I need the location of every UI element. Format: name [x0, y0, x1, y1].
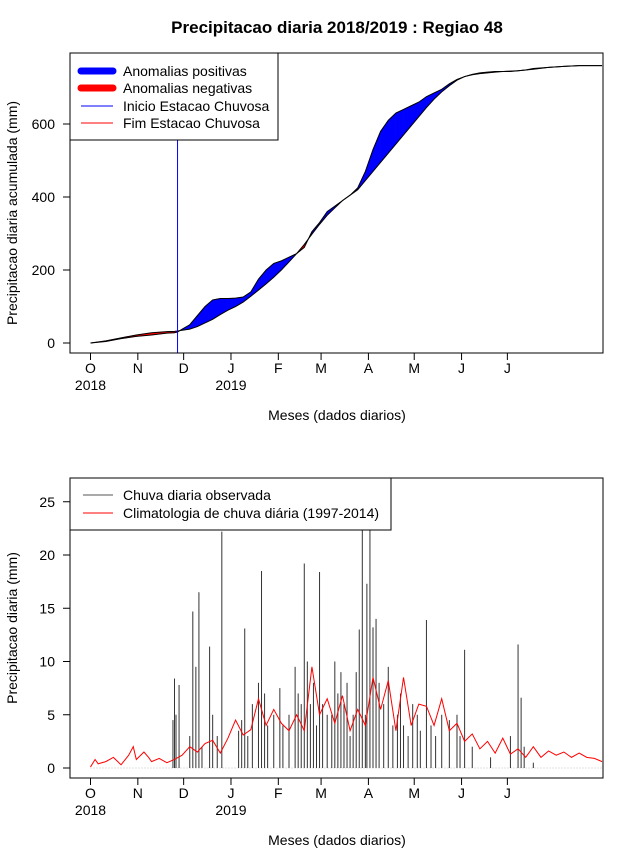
figure-title: Precipitacao diaria 2018/2019 : Regiao 4…: [171, 18, 503, 37]
y-tick-label: 15: [39, 600, 55, 616]
x-tick-label: J: [458, 360, 465, 376]
y-tick-label: 20: [39, 547, 55, 563]
x-tick-label: J: [458, 785, 465, 801]
x-tick-label: J: [504, 785, 511, 801]
x-tick-label: D: [179, 785, 189, 801]
cum-legend: Anomalias positivas Anomalias negativas …: [69, 52, 279, 141]
y-tick-label: 0: [47, 335, 55, 351]
observed-cumulative-line: [90, 65, 603, 344]
x-tick-label: J: [227, 360, 234, 376]
x-tick-label: F: [274, 360, 283, 376]
daily-y-ticks: 0 5 10 15 20 25: [39, 494, 71, 776]
x-tick-label: D: [179, 360, 189, 376]
daily-legend-box: [69, 477, 392, 531]
positive-anomaly-area: [212, 298, 221, 320]
legend-label-climatology: Climatologia de chuva diária (1997-2014): [123, 505, 379, 521]
x-tick-label: F: [274, 785, 283, 801]
x-tick-label: M: [315, 785, 327, 801]
y-tick-label: 25: [39, 494, 55, 510]
x-tick-label: M: [408, 360, 420, 376]
legend-label-negative: Anomalias negativas: [123, 80, 252, 96]
daily-y-axis-label: Precipitacao diaria (mm): [4, 552, 20, 704]
daily-legend: Chuva diaria observada Climatologia de c…: [69, 477, 392, 531]
y-tick-label: 600: [32, 116, 56, 132]
legend-label-start: Inicio Estacao Chuvosa: [123, 98, 270, 114]
x-tick-label: A: [364, 785, 374, 801]
daily-plot-area: [90, 487, 603, 769]
x-tick-label: N: [133, 360, 143, 376]
y-tick-label: 200: [32, 262, 56, 278]
cum-y-axis-label: Precipitacao diaria acumulada (mm): [4, 101, 20, 325]
x-year-label: 2018: [75, 377, 106, 393]
x-tick-label: M: [315, 360, 327, 376]
y-tick-label: 0: [47, 760, 55, 776]
x-tick-label: N: [133, 785, 143, 801]
climatology-daily-line: [90, 666, 603, 768]
legend-label-observed: Chuva diaria observada: [123, 487, 271, 503]
x-year-label: 2019: [215, 377, 246, 393]
x-tick-label: J: [504, 360, 511, 376]
positive-anomaly-area: [372, 131, 381, 173]
y-tick-label: 10: [39, 654, 55, 670]
x-tick-label: O: [85, 785, 96, 801]
x-year-label: 2019: [215, 802, 246, 818]
y-tick-label: 400: [32, 189, 56, 205]
x-tick-label: J: [227, 785, 234, 801]
x-year-label: 2018: [75, 802, 106, 818]
x-tick-label: O: [85, 360, 96, 376]
legend-label-positive: Anomalias positivas: [123, 63, 247, 79]
cum-x-axis-label: Meses (dados diarios): [268, 407, 406, 423]
cum-plot-area: [90, 53, 603, 353]
legend-label-end: Fim Estacao Chuvosa: [123, 115, 260, 131]
y-tick-label: 5: [47, 707, 55, 723]
x-tick-label: A: [364, 360, 374, 376]
daily-x-axis-label: Meses (dados diarios): [268, 832, 406, 848]
x-tick-label: M: [408, 785, 420, 801]
cum-y-ticks: 0 200 400 600: [32, 116, 71, 351]
